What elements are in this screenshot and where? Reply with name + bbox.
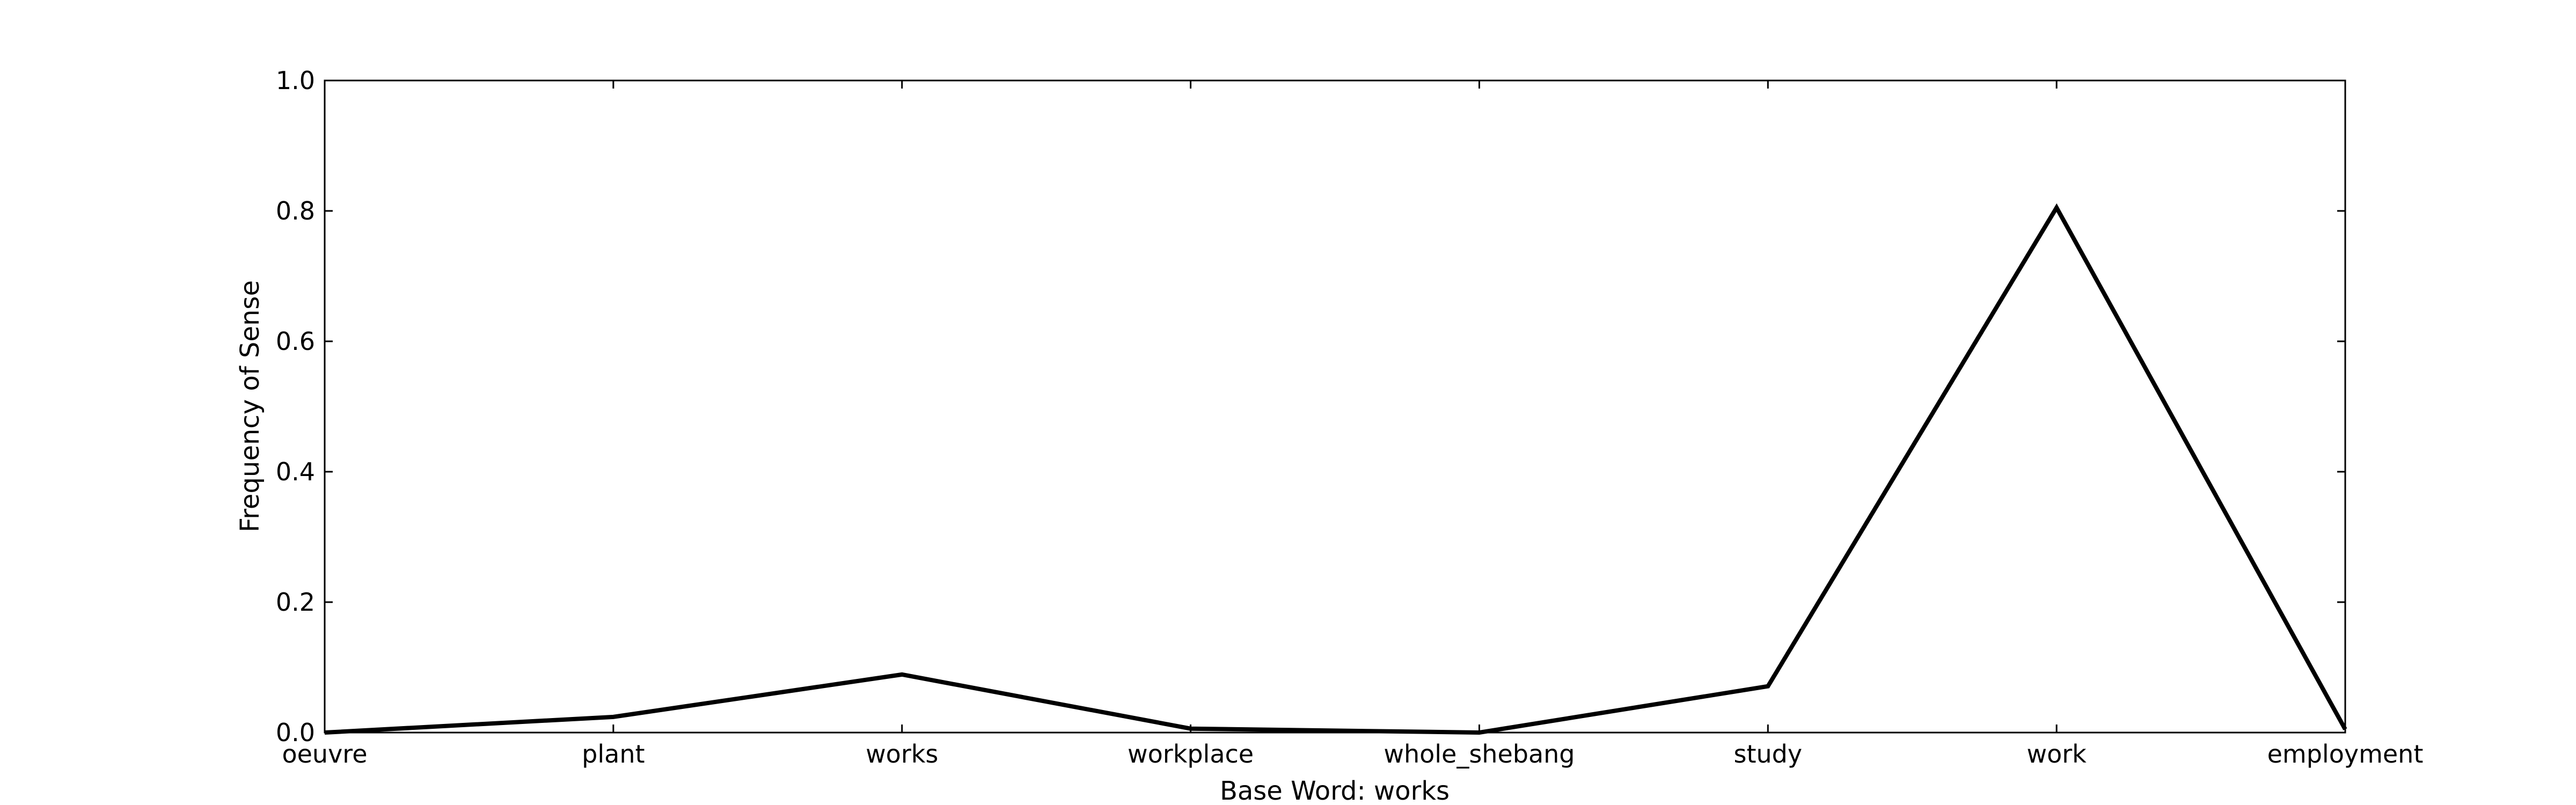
y-tick-label: 0.6	[276, 327, 315, 356]
series-line	[324, 203, 2347, 735]
x-tick-label: workplace	[1128, 740, 1254, 769]
x-tick-label: oeuvre	[282, 740, 367, 769]
y-tick-label: 0.2	[276, 588, 315, 617]
y-tick-label: 0.4	[276, 457, 315, 486]
y-axis-label: Frequency of Sense	[235, 280, 265, 532]
x-tick-label: works	[866, 740, 938, 769]
x-axis-label: Base Word: works	[1220, 776, 1450, 805]
y-tick-label: 0.8	[276, 196, 315, 225]
y-axis-ticks: 0.0 0.2 0.4 0.6 0.8 1.0	[276, 66, 2345, 747]
y-tick-label: 0.0	[276, 718, 315, 747]
x-axis-ticks: oeuvre plant works workplace whole_shebang st…	[282, 80, 2423, 769]
x-tick-label: employment	[2267, 740, 2424, 769]
y-tick-label: 1.0	[276, 66, 315, 95]
x-tick-label: whole_shebang	[1384, 740, 1575, 769]
x-tick-label: plant	[582, 740, 645, 769]
x-tick-label: work	[2026, 740, 2087, 769]
x-tick-label: study	[1733, 740, 1802, 769]
plot-area	[324, 79, 2346, 734]
series-group	[324, 203, 2347, 735]
